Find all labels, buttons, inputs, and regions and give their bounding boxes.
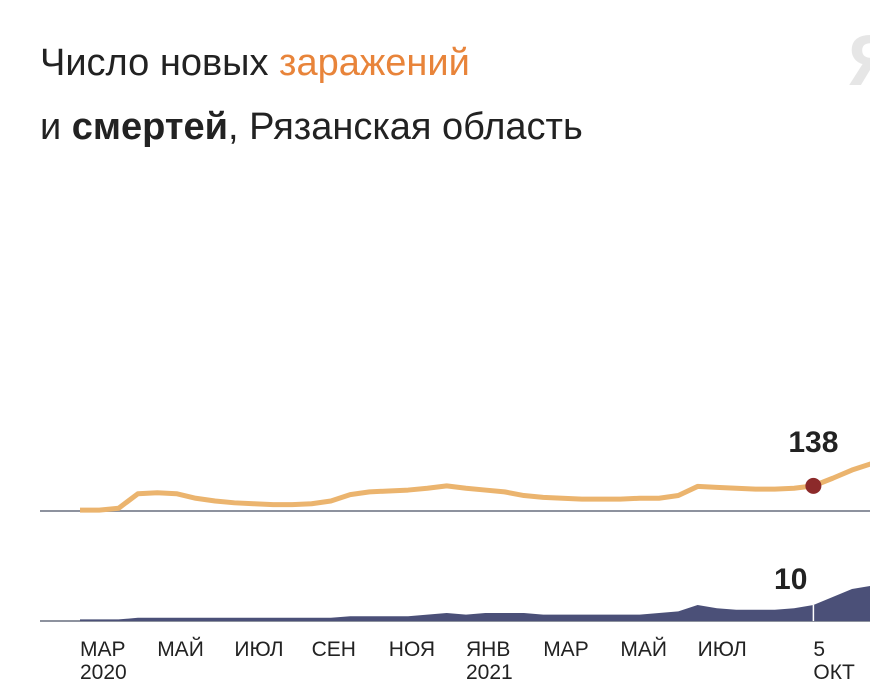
title-text: , Рязанская область [228,106,583,148]
title-text: Число новых [40,42,280,84]
x-tick-label: МАЙ [157,638,204,661]
title-infections: заражений [279,42,470,84]
title-line-2: и смертей, Рязанская область [40,108,583,146]
logo: Я [848,20,870,102]
title-text: и [40,106,72,148]
x-tick-label: ЯНВ 2021 [466,638,513,685]
value-label: 10 [774,563,807,596]
deaths-area [80,586,870,621]
highlight-dot [805,477,822,494]
title-deaths: смертей [71,106,228,148]
x-tick-label: ИЮЛ [697,638,747,661]
value-label: 138 [788,426,838,459]
x-tick-label: 5 ОКТ [813,638,855,685]
x-tick-label: МАЙ [620,638,667,661]
x-tick-label: МАР 2020 [80,638,127,685]
x-tick-label: НОЯ [388,638,436,661]
infections-line [80,461,870,513]
x-tick-label: МАР [543,638,589,661]
x-tick-label: ИЮЛ [234,638,284,661]
title-line-1: Число новых заражений [40,44,470,82]
x-tick-label: СЕН [311,638,356,661]
